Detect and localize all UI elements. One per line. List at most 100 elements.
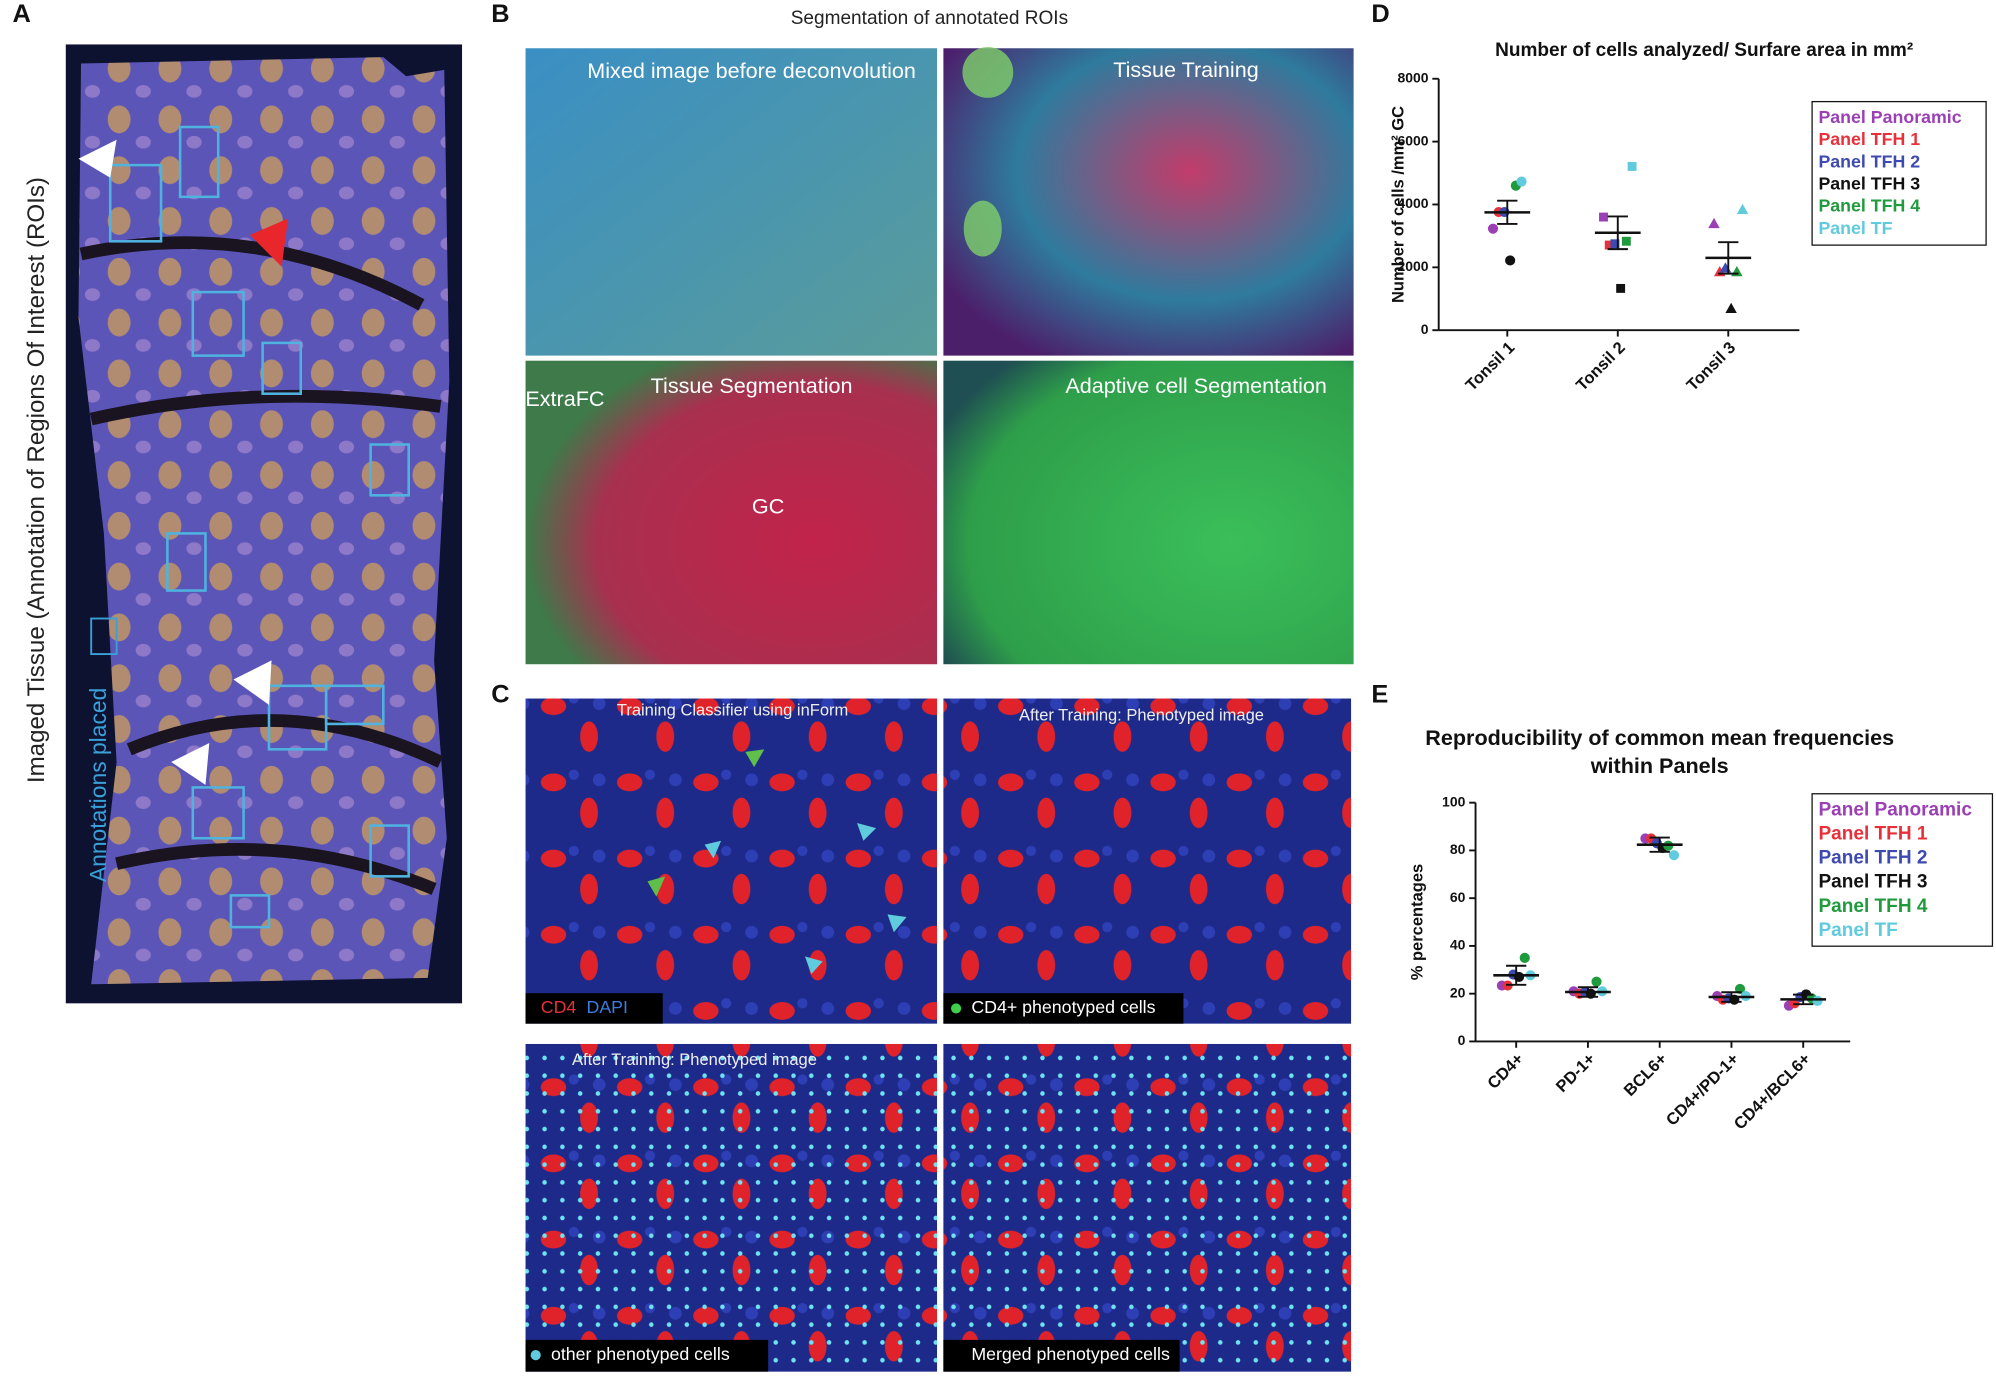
y-tick-label: 60 (1450, 889, 1466, 905)
point (1505, 255, 1516, 266)
tissue-image (78, 57, 450, 985)
point (1487, 223, 1499, 234)
caption-dot (951, 1003, 962, 1014)
panel-label: B (491, 0, 509, 28)
x-tick-label: Tonsil 2 (1573, 339, 1629, 395)
caption-box (943, 993, 1184, 1024)
error-bar (1718, 241, 1739, 275)
training-region (962, 46, 1014, 98)
error-bar (1497, 199, 1518, 225)
y-tick-label: 20 (1450, 984, 1466, 1000)
caption-box (943, 1339, 1180, 1372)
panel-title: Segmentation of annotated ROIs (791, 8, 1068, 29)
x-tick-label: CD4+ (1484, 1050, 1527, 1093)
caption: CD4 (541, 997, 577, 1017)
image-title: Tissue Segmentation (651, 373, 853, 398)
x-tick-label: Tonsil 1 (1462, 339, 1518, 395)
cell-overlay (525, 1043, 938, 1372)
legend-box (1811, 100, 1987, 246)
error-bar (1721, 991, 1742, 1003)
arrowhead (233, 660, 272, 705)
micrograph (525, 698, 938, 1024)
image-title: Training Classifier using inForm (617, 702, 848, 720)
training-region (963, 200, 1002, 257)
y-axis-label: Number of cells /mm² GC (1390, 106, 1408, 303)
arrowhead (78, 139, 117, 178)
image-title: Tissue Training (1113, 57, 1259, 82)
point (1627, 161, 1637, 171)
point (1725, 302, 1737, 313)
caption: CD4+ phenotyped cells (971, 997, 1155, 1017)
legend-entry: Panel TF (1818, 218, 1892, 238)
legend-entry: Panel TFH 1 (1818, 823, 1927, 844)
arrowhead (171, 742, 210, 785)
error-bar (1793, 993, 1814, 1006)
micrograph (943, 698, 1352, 1024)
image-title: Adaptive cell Segmentation (1065, 373, 1327, 398)
error-bar (1649, 836, 1670, 853)
legend-box (1811, 793, 1994, 947)
y-tick-label: 0 (1458, 1032, 1466, 1048)
x-tick-label: PD-1+ (1553, 1050, 1599, 1096)
roi-boxes (108, 125, 410, 929)
cell-overlay (943, 1043, 1352, 1372)
legend-entry: Panel TFH 3 (1818, 173, 1920, 193)
y-axis-label: % percentages (1409, 864, 1427, 980)
x-tick-label: BCL6+ (1621, 1050, 1671, 1100)
image-title: After Training: Phenotyped image (1019, 707, 1264, 725)
chart-title: within Panels (1590, 753, 1729, 778)
micrograph (943, 48, 1354, 356)
point (1731, 266, 1743, 277)
caption-box (525, 1339, 769, 1372)
point (1708, 217, 1720, 229)
point (1591, 976, 1602, 987)
point (1610, 239, 1620, 249)
side-label: Imaged Tissue (Annotation of Regions Of … (23, 177, 50, 783)
arrowhead (249, 218, 289, 267)
caption: Merged phenotyped cells (971, 1344, 1170, 1364)
point (1604, 240, 1614, 250)
point (1736, 203, 1749, 214)
legend-entry: Panel TFH 2 (1818, 848, 1927, 869)
legend-entry: Panel TFH 4 (1818, 196, 1920, 216)
micrograph (943, 360, 1354, 665)
y-tick-label: 4000 (1397, 195, 1428, 211)
caption: DAPI (587, 997, 628, 1017)
y-tick-label: 8000 (1397, 69, 1428, 85)
legend-entry: Panel Panoramic (1818, 107, 1961, 127)
point (1599, 212, 1608, 222)
image-title: Mixed image before deconvolution (587, 58, 916, 83)
legend-label: Annotations placed (85, 688, 111, 882)
x-tick-label: CD4+/PD-1+ (1663, 1050, 1743, 1130)
legend-entry: Panel TFH 1 (1818, 129, 1920, 149)
tissue-septa (79, 236, 444, 895)
region-label: ExtraFC (525, 386, 604, 411)
point (1516, 176, 1527, 187)
arrowheads (647, 749, 907, 975)
caption: other phenotyped cells (551, 1344, 730, 1364)
point (1719, 262, 1732, 273)
error-bar (1506, 964, 1527, 986)
point (1621, 236, 1631, 246)
micrograph (525, 360, 938, 665)
panel-label: D (1371, 0, 1389, 28)
panel-label: E (1371, 681, 1388, 709)
x-tick-label: Tonsil 3 (1683, 339, 1739, 395)
point (1812, 995, 1823, 1006)
x-tick-label: CD4+/BCL6+ (1731, 1050, 1814, 1133)
y-tick-label: 80 (1450, 841, 1466, 857)
legend-box (90, 617, 118, 656)
chart-title: Number of cells analyzed/ Surfare area i… (1495, 40, 1913, 61)
error-bar (1577, 986, 1599, 998)
legend-entry: Panel TFH 2 (1818, 151, 1920, 171)
point (1616, 283, 1626, 293)
legend-entry: Panel TFH 4 (1818, 896, 1927, 917)
region-label: GC (752, 494, 784, 519)
y-tick-label: 100 (1442, 793, 1466, 809)
caption-dot (530, 1350, 541, 1361)
caption-box (525, 993, 663, 1024)
y-tick-label: 6000 (1397, 132, 1428, 148)
chart-title: Reproducibility of common mean frequenci… (1425, 725, 1894, 750)
